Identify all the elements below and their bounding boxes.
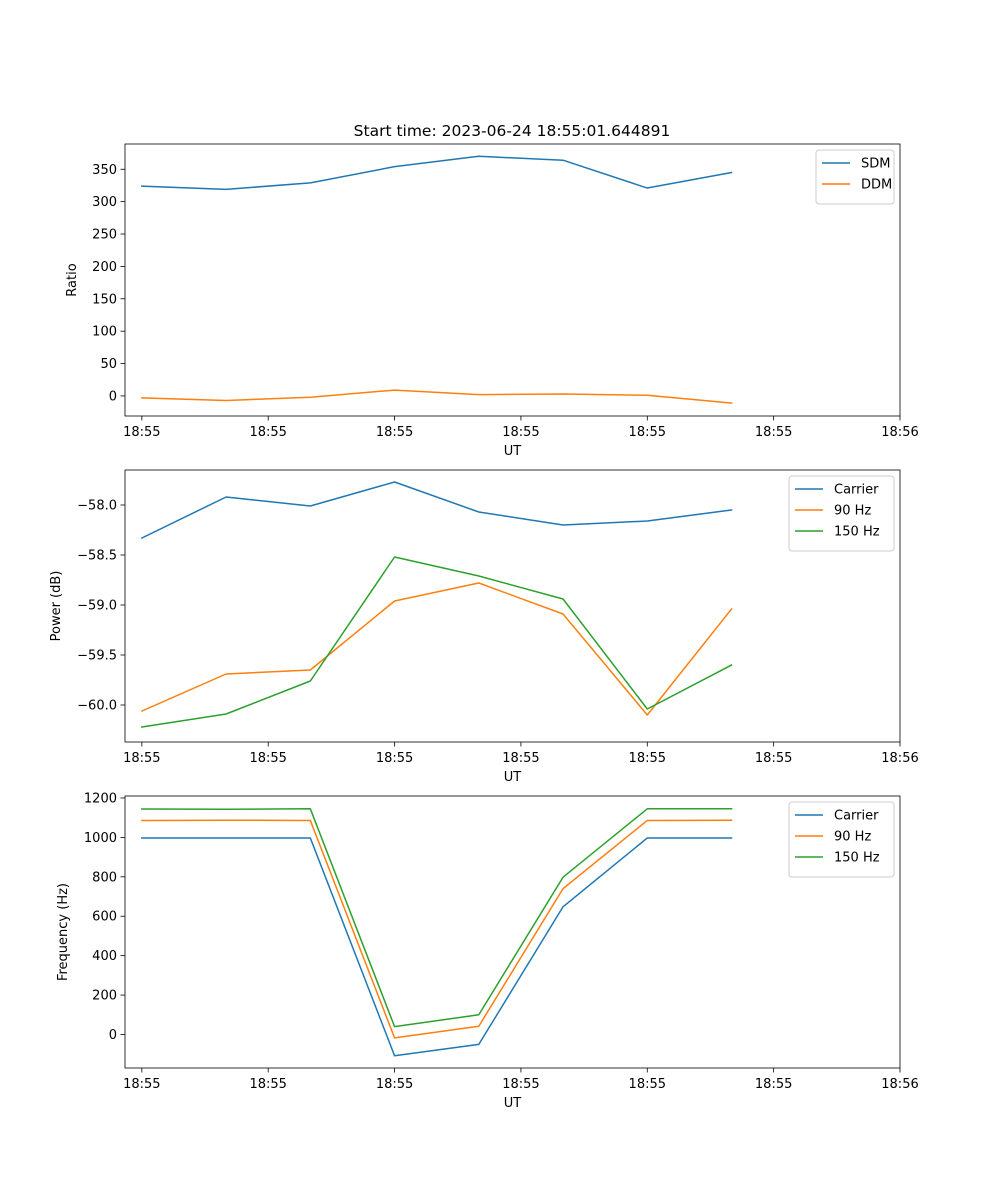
x-axis-label: UT [504, 770, 522, 785]
x-tick-label: 18:56 [881, 751, 918, 766]
series-line-150-hz [140, 556, 733, 728]
legend-label: DDM [861, 178, 892, 193]
axes-frame [124, 795, 901, 1069]
x-tick-label: 18:55 [249, 425, 286, 440]
x-tick-label: 18:55 [376, 425, 413, 440]
x-tick-label: 18:55 [502, 425, 539, 440]
x-tick-label: 18:55 [249, 751, 286, 766]
x-axis-label: UT [504, 444, 522, 459]
x-tick-label: 18:55 [502, 1077, 539, 1092]
chart-panel-3: 18:55 18:55 18:55 18:55 18:55 18:55 18:56 0 200 4… [56, 791, 919, 1111]
panels: 18:55 18:55 18:55 18:55 18:55 18:55 18:56 0 50 10… [49, 143, 919, 1111]
y-tick-label: 350 [92, 163, 117, 178]
series-line-carrier [141, 837, 733, 1057]
legend-label: 90 Hz [834, 830, 871, 845]
y-tick-label: 600 [92, 910, 117, 925]
y-tick-label: 100 [92, 325, 117, 340]
y-tick-label: −59.0 [77, 599, 117, 614]
x-tick-label: 18:55 [123, 425, 160, 440]
axes-frame [124, 469, 901, 743]
legend-label: Carrier [834, 809, 879, 824]
y-tick-label: 200 [92, 989, 117, 1004]
series-line-150-hz [141, 808, 733, 1028]
x-tick-label: 18:55 [629, 425, 666, 440]
y-tick-label: −58.5 [77, 549, 117, 564]
legend: Carrier 90 Hz 150 Hz [788, 801, 895, 878]
x-tick-label: 18:55 [249, 1077, 286, 1092]
x-tick-label: 18:55 [755, 1077, 792, 1092]
x-axis-label: UT [504, 1096, 522, 1111]
x-tick-label: 18:55 [123, 751, 160, 766]
chart-panel-2: 18:55 18:55 18:55 18:55 18:55 18:55 18:56 −60.0… [49, 469, 919, 785]
y-tick-label: −59.5 [77, 649, 117, 664]
figure-title: Start time: 2023-06-24 18:55:01.644891 [354, 122, 671, 140]
legend-box [788, 475, 895, 552]
legend: SDM DDM [815, 149, 895, 205]
x-tick-label: 18:55 [629, 1077, 666, 1092]
series-line-90-hz [141, 819, 733, 1039]
y-tick-label: 300 [92, 195, 117, 210]
x-tick-label: 18:55 [376, 1077, 413, 1092]
y-axis-label: Power (dB) [49, 571, 64, 642]
x-tick-label: 18:55 [755, 425, 792, 440]
y-tick-label: 250 [92, 228, 117, 243]
series-line-carrier [140, 481, 733, 540]
x-tick-label: 18:55 [629, 751, 666, 766]
x-tick-label: 18:56 [881, 1077, 918, 1092]
y-axis-label: Frequency (Hz) [56, 883, 71, 981]
y-tick-label: 0 [109, 1028, 117, 1043]
legend-label: 150 Hz [834, 851, 880, 866]
legend-label: SDM [861, 157, 890, 172]
y-tick-label: 1000 [84, 831, 117, 846]
legend-box [788, 801, 895, 878]
y-tick-label: 800 [92, 870, 117, 885]
y-tick-label: −58.0 [77, 499, 117, 514]
x-tick-label: 18:55 [502, 751, 539, 766]
y-tick-label: 50 [100, 357, 117, 372]
chart-panel-1: 18:55 18:55 18:55 18:55 18:55 18:55 18:56 0 50 10… [65, 143, 919, 459]
legend-label: 150 Hz [834, 525, 880, 540]
series-line-sdm [141, 155, 733, 191]
y-tick-label: 200 [92, 260, 117, 275]
x-tick-label: 18:56 [881, 425, 918, 440]
y-tick-label: −60.0 [77, 699, 117, 714]
x-tick-label: 18:55 [376, 751, 413, 766]
legend-label: 90 Hz [834, 504, 871, 519]
axes-frame [124, 143, 901, 417]
x-tick-label: 18:55 [123, 1077, 160, 1092]
y-tick-label: 400 [92, 949, 117, 964]
y-tick-label: 150 [92, 292, 117, 307]
series-line-ddm [141, 389, 733, 404]
x-tick-label: 18:55 [755, 751, 792, 766]
y-tick-label: 1200 [84, 791, 117, 806]
legend: Carrier 90 Hz 150 Hz [788, 475, 895, 552]
y-axis-label: Ratio [65, 263, 80, 296]
series-line-90-hz [140, 582, 733, 716]
legend-label: Carrier [834, 483, 879, 498]
y-tick-label: 0 [109, 389, 117, 404]
